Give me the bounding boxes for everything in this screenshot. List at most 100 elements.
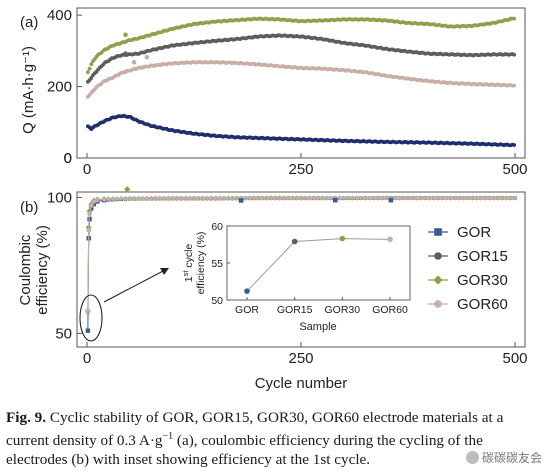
panel-b-series-3-point (230, 196, 235, 201)
panel-b-outlier-point (238, 198, 244, 203)
panel-b-ylabel-line1: Coulombic (17, 234, 34, 305)
panel-b-series-3-point (162, 196, 166, 201)
panel-b-series-3-point (371, 196, 376, 200)
panel-b-series-3-point (175, 196, 179, 201)
legend-marker (434, 228, 442, 236)
caption-label: Fig. 9. (6, 409, 47, 426)
panel-b-series-0-point (89, 206, 94, 211)
zoom-ellipse (79, 294, 103, 342)
panel-a-ytick-label: 400 (47, 7, 72, 24)
panel-b-ylabel-line2: efficiency (%) (34, 225, 51, 315)
panel-b-series-3-point (342, 196, 346, 200)
panel-b-xlabel: Cycle number (255, 375, 348, 392)
wechat-icon (465, 451, 479, 464)
panel-b-series-3-point (376, 196, 380, 200)
inset-xtick-label: GOR60 (372, 304, 408, 316)
panel-b-series-3-point (508, 196, 513, 200)
panel-b-series-3-point (316, 196, 320, 200)
panel-b-series-3-point (393, 196, 397, 200)
panel-b-series-3-point (115, 196, 119, 201)
caption-text: Cyclic stability of GOR, GOR15, GOR30, G… (6, 409, 504, 450)
panel-b-series-3-point (282, 196, 286, 201)
panel-b-series-3-point (252, 196, 256, 201)
panel-b-series-3-point (269, 196, 273, 201)
inset-xtick-label: GOR (235, 304, 259, 316)
panel-a-outlier-point (123, 51, 128, 57)
panel-a-ylabel: Q (mA·h·g⁻¹) (20, 46, 37, 134)
panel-b-series-3-point (427, 196, 432, 200)
panel-b-series-3-point (350, 196, 355, 200)
panel-b-series-3-point (504, 196, 509, 200)
panel-b-series-3-point (101, 197, 107, 202)
inset-ytick-label: 55 (211, 258, 223, 270)
panel-b-series-3-point (431, 196, 436, 200)
panel-b-series-3-point (320, 196, 325, 200)
panel-a-xtick-label: 0 (83, 161, 91, 178)
panel-b-series-3-point (157, 196, 162, 201)
panel-b-series-3-point (444, 196, 449, 200)
panel-b-xtick-label: 250 (288, 350, 313, 367)
panel-b-series-3-point (119, 196, 124, 201)
panel-b-series-3-point (290, 196, 295, 201)
panel-b-series-3-point (294, 196, 299, 201)
legend-marker (433, 275, 443, 285)
legend-label: GOR (457, 224, 491, 241)
panel-b-xtick-label: 0 (83, 350, 91, 367)
panel-b-series-3-point (461, 196, 466, 200)
legend-marker (434, 252, 442, 260)
panel-b-series-3-point (329, 196, 333, 200)
inset-point (387, 236, 393, 243)
panel-b-series-3-point (247, 196, 252, 201)
panel-b-series-3-point (136, 196, 141, 201)
panel-b-series-3-point (307, 196, 312, 200)
inset-ytick-label: 50 (211, 295, 223, 307)
panel-b-series-3-point (453, 196, 457, 200)
panel-b-series-3-point (312, 196, 316, 200)
panel-b-series-3-point (410, 196, 415, 200)
panel-b-series-3-point (491, 196, 496, 200)
inset-point (244, 288, 250, 294)
panel-b-series-3-point (359, 196, 363, 200)
inset-xlabel: Sample (299, 321, 336, 333)
panel-b-series-3-point (149, 196, 153, 201)
watermark-text: 碳碳碳友会 (481, 451, 542, 465)
panel-b-series-3-point (91, 199, 97, 204)
panel-b-series-3-point (483, 196, 487, 200)
panel-b-xtick-label: 500 (502, 350, 527, 367)
legend-label: GOR15 (457, 248, 508, 265)
panel-b-series-3-point (196, 196, 201, 201)
watermark: 碳碳碳友会 (462, 448, 545, 467)
panel-b-series-3-point (145, 196, 149, 201)
caption-superscript: −1 (162, 431, 174, 442)
panel-b-series-3-point (414, 196, 419, 200)
panel-b-series-3-point (487, 196, 492, 200)
legend-label: GOR60 (457, 296, 508, 313)
panel-a-outlier-point (131, 59, 137, 65)
panel-b-series-3-point (226, 196, 231, 201)
panel-b-series-3-point (303, 196, 308, 201)
panel-b-series-0-point (85, 328, 91, 333)
inset-xtick-label: GOR30 (325, 304, 361, 316)
panel-b-series-3-point (466, 196, 470, 200)
zoom-arrow (103, 269, 166, 303)
inset-frame (226, 225, 411, 301)
panel-b-series-3-point (354, 196, 359, 200)
caption-text-after: (a), coulombic efficiency during the cyc… (6, 432, 483, 469)
panel-b-series-3-line (87, 198, 113, 312)
panel-b-series-3-point (123, 196, 128, 201)
panel-b-series-3-point (478, 196, 483, 200)
panel-b-series-3-point (153, 196, 158, 201)
panel-b-series-3-point (235, 196, 239, 201)
panel-b-outlier-point (388, 197, 394, 203)
panel-b-series-3-point (256, 196, 261, 201)
panel-a-series-3-point (512, 83, 517, 88)
panel-b-label: (b) (20, 199, 38, 216)
panel-b-series-3-point (500, 196, 504, 200)
zoom-arrow-head (160, 268, 169, 275)
panel-b-series-3-point (474, 196, 479, 200)
panel-b-series-3-point (170, 196, 175, 201)
panel-b-series-3-point (401, 196, 406, 200)
panel-b-series-3-point (380, 196, 385, 200)
panel-a-series-1-point (89, 76, 94, 80)
